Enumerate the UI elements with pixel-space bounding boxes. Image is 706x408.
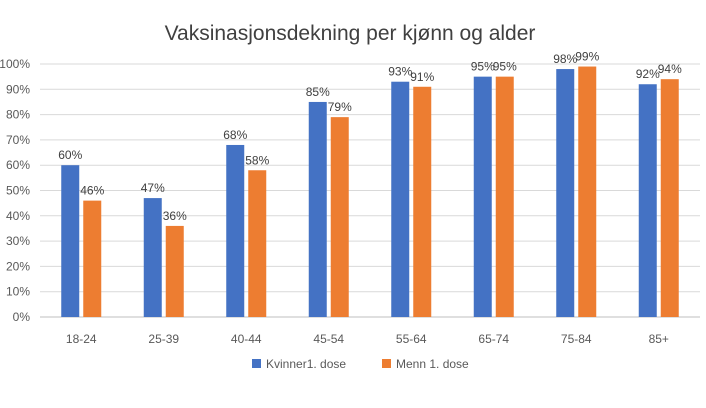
data-label: 99% (575, 50, 599, 64)
chart-title: Vaksinasjonsdekning per kjønn og alder (165, 22, 536, 45)
data-label: 91% (410, 70, 434, 84)
x-tick-label: 18-24 (66, 332, 97, 346)
data-label: 95% (493, 60, 517, 74)
bar (83, 200, 102, 317)
data-label: 95% (471, 60, 495, 74)
bar (638, 84, 657, 318)
data-label: 79% (328, 100, 352, 114)
x-tick-label: 75-84 (561, 332, 592, 346)
x-tick-label: 25-39 (148, 332, 179, 346)
x-tick-label: 65-74 (478, 332, 509, 346)
data-label: 46% (80, 184, 104, 198)
bar (391, 81, 410, 318)
y-tick-label: 80% (6, 108, 30, 122)
bar (578, 66, 597, 317)
y-tick-label: 30% (6, 234, 30, 248)
data-label: 36% (163, 209, 187, 223)
bar (660, 79, 679, 318)
bar (248, 170, 267, 317)
y-tick-label: 70% (6, 133, 30, 147)
y-tick-label: 50% (6, 184, 30, 198)
bar (330, 117, 349, 317)
y-tick-label: 10% (6, 285, 30, 299)
data-label: 68% (223, 128, 247, 142)
bars (61, 66, 679, 318)
bar (61, 165, 80, 317)
bar (473, 76, 492, 318)
y-tick-label: 100% (0, 57, 30, 71)
legend-label: Kvinner1. dose (266, 357, 346, 371)
bar (495, 76, 514, 318)
legend-swatch (252, 359, 261, 368)
data-label: 47% (141, 181, 165, 195)
legend: Kvinner1. dose Menn 1. dose (252, 357, 469, 371)
x-tick-label: 85+ (649, 332, 669, 346)
bar (226, 144, 245, 317)
y-axis-ticks: 0% 10% 20% 30% 40% 50% 60% 70% 80% 90% 100% (0, 57, 30, 324)
data-label: 92% (636, 67, 660, 81)
data-labels: 60%46% 47%36%68%58%85%79%93%91%95%95%98%9… (58, 50, 682, 223)
data-label: 85% (306, 85, 330, 99)
y-tick-label: 20% (6, 259, 30, 273)
bar (413, 86, 432, 318)
data-label: 94% (658, 62, 682, 76)
y-tick-label: 90% (6, 82, 30, 96)
y-tick-label: 40% (6, 209, 30, 223)
bar (556, 69, 575, 317)
data-label: 93% (388, 65, 412, 79)
bar (308, 101, 327, 317)
x-tick-label: 45-54 (313, 332, 344, 346)
data-label: 60% (58, 148, 82, 162)
bar (165, 225, 184, 317)
data-label: 58% (245, 153, 269, 167)
bar (143, 198, 162, 317)
data-label: 98% (553, 52, 577, 66)
legend-swatch (382, 359, 391, 368)
x-tick-label: 40-44 (231, 332, 262, 346)
y-tick-label: 0% (13, 310, 31, 324)
x-tick-label: 55-64 (396, 332, 427, 346)
y-tick-label: 60% (6, 158, 30, 172)
x-axis-ticks: 18-24 25-39 40-44 45-54 55-64 65-74 75-84 85+ (66, 332, 669, 346)
legend-label: Menn 1. dose (396, 357, 469, 371)
gridlines (40, 63, 700, 318)
